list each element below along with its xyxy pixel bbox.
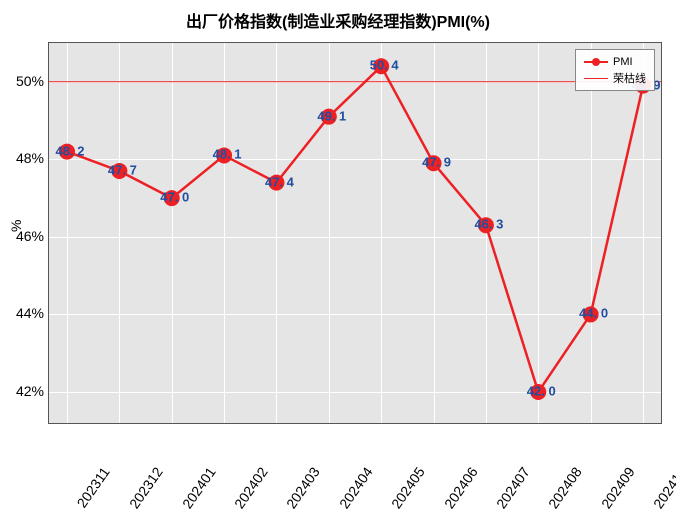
xtick-label: 202410 [650,464,676,511]
chart-svg [49,43,661,423]
point-label: 48. 2 [56,143,85,158]
xtick-label: 202406 [440,464,480,511]
pmi-line [67,66,643,392]
point-label: 50. 4 [370,58,399,73]
point-label: 48. 1 [213,147,242,162]
xtick-label: 202402 [231,464,271,511]
point-label: 46. 3 [474,217,503,232]
point-label: 47. 7 [108,162,137,177]
chart-title: 出厂价格指数(制造业采购经理指数)PMI(%) [0,8,676,32]
legend-label-pmi: PMI [613,56,633,68]
point-label: 44. 0 [579,306,608,321]
ytick-label: 46% [16,228,44,244]
point-label: 49. 1 [317,108,346,123]
ytick-label: 42% [16,383,44,399]
ytick-label: 50% [16,73,44,89]
xtick-label: 202403 [283,464,323,511]
point-label: 42. 0 [527,383,556,398]
xtick-label: 202409 [598,464,638,511]
point-label: 47. 4 [265,174,294,189]
point-label: 47. 9 [422,155,451,170]
xtick-label: 202408 [545,464,585,511]
xtick-label: 202407 [493,464,533,511]
legend: PMI 荣枯线 [575,49,655,91]
plot-area: PMI 荣枯线 [48,42,662,424]
xtick-label: 202312 [126,464,166,511]
ytick-label: 44% [16,305,44,321]
legend-item-threshold: 荣枯线 [584,70,646,86]
xtick-label: 202405 [388,464,428,511]
xtick-label: 202404 [336,464,376,511]
xtick-label: 202311 [73,464,112,511]
legend-label-threshold: 荣枯线 [613,70,646,86]
legend-item-pmi: PMI [584,54,646,70]
xtick-label: 202401 [179,464,219,511]
ytick-label: 48% [16,150,44,166]
point-label: 47. 0 [160,190,189,205]
